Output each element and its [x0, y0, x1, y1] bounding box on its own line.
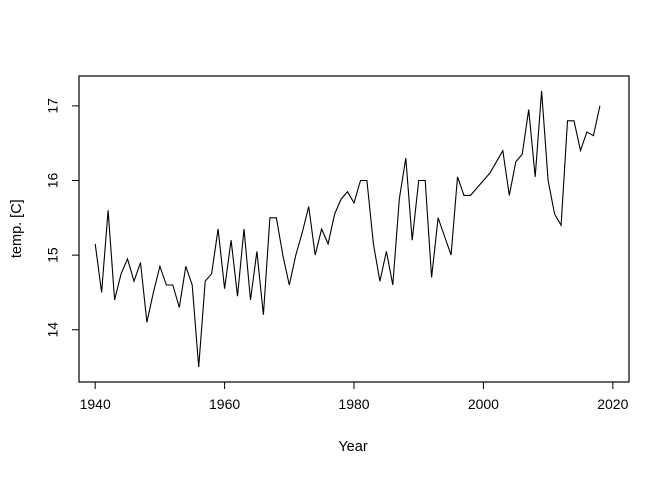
x-tick-label: 1940 [80, 396, 111, 412]
chart-generated-layer: 1940 1960 1980 2000 2020 14 15 16 17 [45, 75, 630, 412]
y-tick-label: 16 [45, 172, 61, 188]
x-tick-label: 2020 [597, 396, 628, 412]
y-tick-label: 14 [45, 322, 61, 338]
y-tick-label: 17 [45, 98, 61, 114]
y-axis-title: temp. [C] [9, 199, 25, 258]
x-tick-label: 1980 [338, 396, 369, 412]
x-tick-label: 1960 [209, 396, 240, 412]
plot-box [78, 75, 630, 383]
temperature-series-line [94, 90, 601, 368]
y-tick-label: 15 [45, 247, 61, 263]
x-axis-title: Year [338, 439, 367, 455]
x-tick-label: 2000 [468, 396, 499, 412]
